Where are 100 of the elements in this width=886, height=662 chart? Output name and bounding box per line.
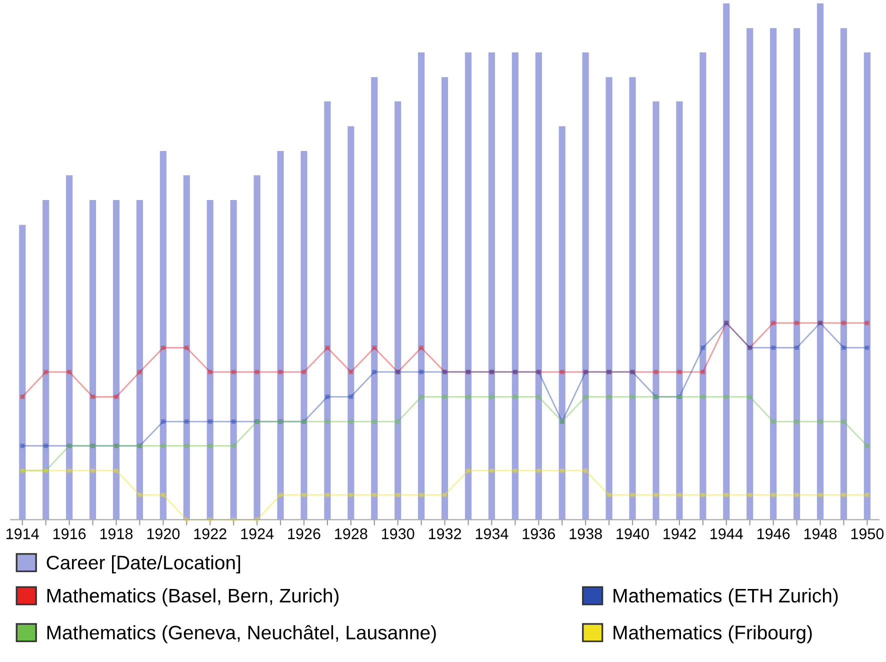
x-tick-label: 1930 — [382, 528, 414, 540]
point — [654, 492, 658, 498]
x-tick-label: 1950 — [851, 528, 884, 540]
point — [372, 370, 377, 374]
bar — [512, 52, 518, 520]
point — [90, 468, 95, 473]
x-tick-label: 1940 — [616, 528, 649, 540]
bar — [535, 52, 542, 520]
bar — [746, 28, 754, 520]
bar — [700, 52, 706, 520]
bar — [864, 52, 870, 520]
point — [794, 492, 799, 498]
x-tick-label: 1938 — [570, 528, 602, 540]
point — [325, 346, 330, 350]
bar — [89, 200, 96, 520]
point — [677, 492, 682, 498]
point — [512, 468, 518, 473]
x-tick-label: 1942 — [664, 528, 696, 540]
point — [442, 492, 447, 498]
point — [231, 444, 236, 448]
point — [419, 346, 424, 350]
point — [67, 370, 72, 374]
bar — [277, 150, 284, 520]
x-tick-label: 1934 — [476, 528, 508, 540]
point — [160, 346, 166, 350]
point — [724, 492, 729, 498]
point — [630, 394, 635, 399]
point — [771, 492, 776, 498]
point — [841, 419, 846, 424]
bar — [816, 3, 824, 520]
point — [748, 492, 752, 498]
point — [44, 444, 48, 448]
point — [864, 492, 870, 498]
bar — [418, 52, 425, 520]
point — [44, 370, 48, 374]
point — [419, 394, 424, 399]
point — [583, 394, 588, 399]
point — [184, 444, 189, 448]
point — [771, 346, 776, 350]
point — [771, 320, 776, 326]
point — [419, 492, 424, 498]
legend-label: Mathematics (ETH Zurich) — [614, 588, 838, 606]
point — [536, 394, 541, 399]
point — [419, 370, 424, 374]
x-tick-label: 1944 — [710, 528, 743, 540]
x-tick-label: 1936 — [522, 528, 555, 540]
point — [208, 370, 212, 374]
point — [466, 468, 470, 473]
point — [864, 320, 870, 326]
bar — [19, 224, 26, 520]
point — [700, 394, 706, 399]
bar — [676, 101, 683, 520]
point — [325, 492, 330, 498]
x-tick-label: 1926 — [288, 528, 320, 540]
bar — [723, 3, 730, 520]
bar — [464, 52, 472, 520]
point — [489, 468, 494, 473]
point — [348, 492, 354, 498]
point — [208, 444, 212, 448]
point — [325, 394, 330, 399]
point — [254, 370, 260, 374]
x-tick-label: 1946 — [757, 528, 790, 540]
point — [630, 492, 635, 498]
bar — [582, 52, 589, 520]
point — [700, 370, 706, 374]
bar — [324, 101, 331, 520]
point — [794, 320, 799, 326]
point — [512, 394, 518, 399]
x-tick-label: 1948 — [804, 528, 837, 540]
point — [160, 444, 166, 448]
point — [231, 370, 236, 374]
point — [396, 492, 400, 498]
point — [794, 346, 799, 350]
point — [818, 492, 822, 498]
point — [583, 468, 588, 473]
point — [372, 346, 377, 350]
bar — [254, 175, 260, 520]
point — [137, 492, 142, 498]
point — [700, 492, 706, 498]
point — [841, 492, 846, 498]
bar — [441, 77, 448, 520]
point — [841, 346, 846, 350]
point — [794, 419, 799, 424]
x-tick-label: 1918 — [100, 528, 133, 540]
point — [771, 419, 776, 424]
point — [724, 394, 729, 399]
legend-label: Mathematics (Geneva, Neuchâtel, Lausanne) — [47, 625, 436, 644]
point — [536, 468, 541, 473]
bar — [348, 126, 354, 520]
bar — [230, 200, 237, 520]
bar — [629, 77, 636, 520]
point — [137, 370, 142, 374]
point — [160, 419, 166, 424]
point — [748, 394, 752, 399]
x-tick-label: 1932 — [428, 528, 461, 540]
x-tick-label: 1922 — [194, 528, 226, 540]
bar — [183, 175, 190, 520]
x-tick-label: 1914 — [6, 528, 39, 540]
point — [348, 370, 354, 374]
bar — [488, 52, 495, 520]
